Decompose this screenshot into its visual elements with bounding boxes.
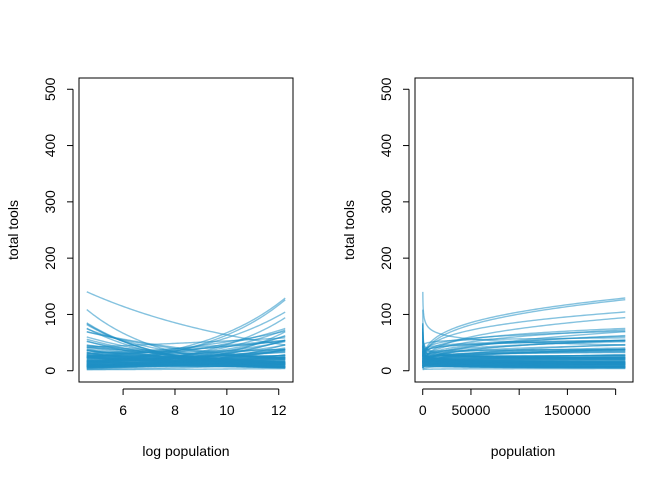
curve-left-95: [86, 337, 286, 348]
x-tick-label-left-0: 6: [119, 402, 127, 418]
curves-right: [422, 291, 626, 371]
y-tick-label-right-5: 500: [378, 77, 394, 101]
x-axis-right: 0 50000 150000: [419, 388, 617, 418]
y-tick-label-right-1: 100: [378, 303, 394, 327]
y-axis-right: 0 100 200 300 400 500: [378, 77, 410, 375]
curve-right-90: [422, 339, 626, 354]
y-axis-title-left: total tools: [5, 200, 21, 260]
y-tick-label-left-0: 0: [42, 367, 58, 375]
x-tick-label-left-3: 12: [271, 402, 287, 418]
y-tick-label-left-4: 400: [42, 134, 58, 158]
x-axis-title-right: population: [491, 443, 556, 459]
y-tick-label-left-3: 300: [42, 190, 58, 214]
x-axis-title-left: log population: [142, 443, 229, 459]
x-axis-left: 6 8 10 12: [119, 388, 287, 418]
x-tick-label-right-3: 150000: [544, 402, 591, 418]
panel-log-population: 6 8 10 12 0 100 200 300 400 500 log population t…: [5, 77, 294, 459]
curve-right-75: [422, 364, 626, 369]
y-tick-label-right-2: 200: [378, 246, 394, 270]
y-axis-left: 0 100 200 300 400 500: [42, 77, 74, 375]
x-tick-label-right-0: 0: [419, 402, 427, 418]
y-tick-label-right-3: 300: [378, 190, 394, 214]
y-axis-title-right: total tools: [341, 200, 357, 260]
curve-left-82: [86, 331, 286, 361]
curve-right-96: [422, 357, 626, 365]
curve-left-100: [86, 356, 286, 360]
panel-population: 0 50000 150000 0 100 200 300 400 500 population…: [341, 77, 634, 459]
curves-left: [86, 291, 286, 371]
curve-right-100: [422, 356, 626, 360]
curve-left-99: [86, 358, 286, 367]
curve-right-98: [422, 367, 626, 371]
plot-frame-left: [78, 77, 294, 383]
y-tick-label-right-0: 0: [378, 367, 394, 375]
y-tick-label-left-5: 500: [42, 77, 58, 101]
curve-right-99: [422, 358, 626, 367]
x-tick-label-right-1: 50000: [451, 402, 490, 418]
curve-right-95: [422, 337, 626, 348]
y-tick-label-left-1: 100: [42, 303, 58, 327]
plot-frame-right: [414, 77, 634, 383]
x-tick-label-left-1: 8: [171, 402, 179, 418]
curve-left-96: [86, 356, 286, 365]
curve-left-98: [86, 367, 286, 371]
y-tick-label-left-2: 200: [42, 246, 58, 270]
y-tick-label-right-4: 400: [378, 134, 394, 158]
x-tick-label-left-2: 10: [219, 402, 235, 418]
